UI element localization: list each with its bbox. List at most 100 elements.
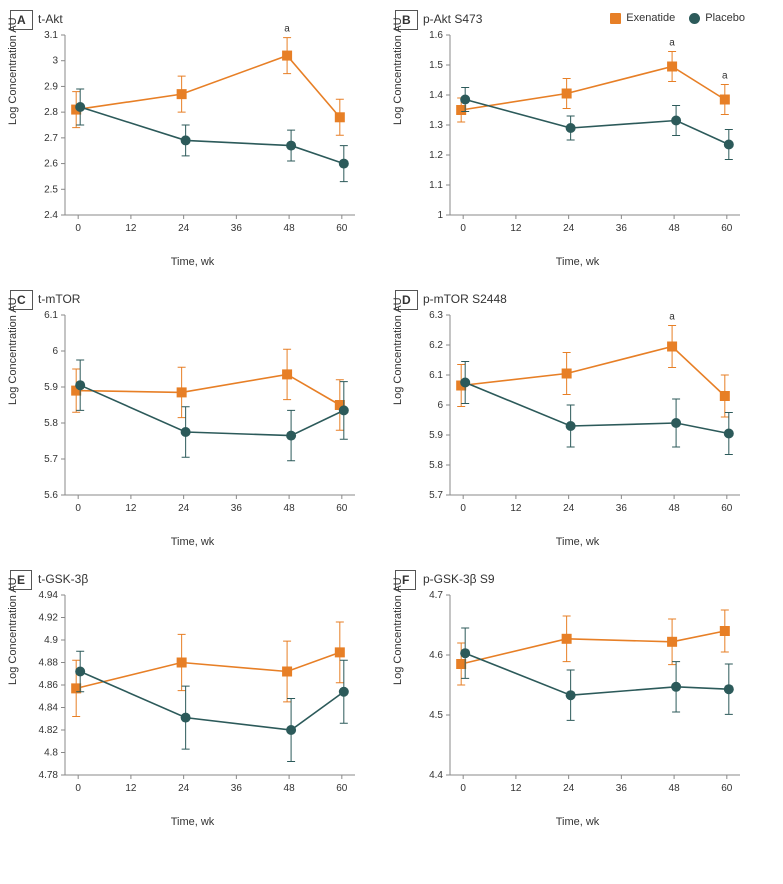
svg-text:5.9: 5.9 xyxy=(429,430,443,441)
svg-text:a: a xyxy=(722,71,728,82)
svg-text:0: 0 xyxy=(460,223,466,234)
svg-text:3: 3 xyxy=(52,56,58,67)
legend-placebo: Placebo xyxy=(689,12,745,24)
svg-text:5.8: 5.8 xyxy=(44,418,58,429)
square-icon xyxy=(610,13,621,24)
svg-text:5.7: 5.7 xyxy=(44,454,58,465)
svg-text:60: 60 xyxy=(721,223,733,234)
x-axis-label: Time, wk xyxy=(10,256,375,268)
svg-text:36: 36 xyxy=(616,783,628,794)
svg-text:6: 6 xyxy=(437,400,443,411)
figure-grid: At-AktLog Concentration AUTime, wk2.42.5… xyxy=(10,10,773,840)
panel-D: Dp-mTOR S2448Log Concentration AUTime, w… xyxy=(395,290,760,560)
svg-text:4.5: 4.5 xyxy=(429,710,443,721)
panel-title: p-Akt S473 xyxy=(423,12,482,26)
svg-text:4.7: 4.7 xyxy=(429,590,443,601)
svg-text:24: 24 xyxy=(178,503,190,514)
panel-E: Et-GSK-3βLog Concentration AUTime, wk4.7… xyxy=(10,570,375,840)
y-axis-label: Log Concentration AU xyxy=(7,297,19,405)
svg-text:1.2: 1.2 xyxy=(429,150,443,161)
svg-text:0: 0 xyxy=(460,503,466,514)
svg-text:36: 36 xyxy=(231,223,243,234)
svg-text:24: 24 xyxy=(563,503,575,514)
svg-text:6.1: 6.1 xyxy=(429,370,443,381)
svg-text:6.1: 6.1 xyxy=(44,310,58,321)
svg-text:60: 60 xyxy=(336,223,348,234)
svg-text:4.4: 4.4 xyxy=(429,770,443,781)
svg-text:6.2: 6.2 xyxy=(429,340,443,351)
circle-icon xyxy=(689,13,700,24)
panel-A: At-AktLog Concentration AUTime, wk2.42.5… xyxy=(10,10,375,280)
x-axis-label: Time, wk xyxy=(395,536,760,548)
svg-text:4.88: 4.88 xyxy=(39,658,59,669)
svg-text:2.4: 2.4 xyxy=(44,210,58,221)
svg-text:1.1: 1.1 xyxy=(429,180,443,191)
panel-title: p-mTOR S2448 xyxy=(423,292,507,306)
svg-text:4.94: 4.94 xyxy=(39,590,59,601)
svg-text:48: 48 xyxy=(284,783,296,794)
y-axis-label: Log Concentration AU xyxy=(7,577,19,685)
svg-text:36: 36 xyxy=(231,503,243,514)
panel-C: Ct-mTORLog Concentration AUTime, wk5.65.… xyxy=(10,290,375,560)
svg-text:2.9: 2.9 xyxy=(44,81,58,92)
svg-text:12: 12 xyxy=(510,783,522,794)
svg-text:4.8: 4.8 xyxy=(44,748,58,759)
svg-text:36: 36 xyxy=(231,783,243,794)
legend-exenatide: Exenatide xyxy=(610,12,675,24)
svg-text:6.3: 6.3 xyxy=(429,310,443,321)
svg-text:12: 12 xyxy=(125,503,137,514)
panel-F: Fp-GSK-3β S9Log Concentration AUTime, wk… xyxy=(395,570,760,840)
svg-text:5.7: 5.7 xyxy=(429,490,443,501)
svg-text:12: 12 xyxy=(510,223,522,234)
svg-text:48: 48 xyxy=(669,503,681,514)
svg-text:48: 48 xyxy=(669,783,681,794)
legend: Exenatide Placebo xyxy=(610,12,745,24)
svg-text:6: 6 xyxy=(52,346,58,357)
svg-text:5.9: 5.9 xyxy=(44,382,58,393)
svg-text:0: 0 xyxy=(75,783,81,794)
svg-text:a: a xyxy=(669,312,675,323)
svg-text:3.1: 3.1 xyxy=(44,30,58,41)
y-axis-label: Log Concentration AU xyxy=(392,297,404,405)
svg-text:36: 36 xyxy=(616,503,628,514)
svg-text:0: 0 xyxy=(460,783,466,794)
svg-text:4.78: 4.78 xyxy=(39,770,59,781)
svg-text:12: 12 xyxy=(125,223,137,234)
svg-text:1: 1 xyxy=(437,210,443,221)
svg-text:48: 48 xyxy=(669,223,681,234)
svg-text:24: 24 xyxy=(178,223,190,234)
panel-title: t-GSK-3β xyxy=(38,572,88,586)
svg-text:1.5: 1.5 xyxy=(429,60,443,71)
svg-text:48: 48 xyxy=(284,223,296,234)
svg-text:a: a xyxy=(669,38,675,49)
panel-title: t-Akt xyxy=(38,12,63,26)
panel-title: p-GSK-3β S9 xyxy=(423,572,495,586)
svg-text:2.8: 2.8 xyxy=(44,107,58,118)
svg-text:5.8: 5.8 xyxy=(429,460,443,471)
svg-text:4.86: 4.86 xyxy=(39,680,59,691)
svg-text:60: 60 xyxy=(336,783,348,794)
svg-text:0: 0 xyxy=(75,223,81,234)
svg-text:36: 36 xyxy=(616,223,628,234)
svg-text:48: 48 xyxy=(284,503,296,514)
svg-text:2.5: 2.5 xyxy=(44,184,58,195)
svg-text:60: 60 xyxy=(721,783,733,794)
x-axis-label: Time, wk xyxy=(10,536,375,548)
svg-text:4.9: 4.9 xyxy=(44,635,58,646)
svg-text:5.6: 5.6 xyxy=(44,490,58,501)
svg-text:4.6: 4.6 xyxy=(429,650,443,661)
x-axis-label: Time, wk xyxy=(395,256,760,268)
svg-text:0: 0 xyxy=(75,503,81,514)
panel-B: Exenatide Placebo Bp-Akt S473Log Concent… xyxy=(395,10,760,280)
svg-text:2.6: 2.6 xyxy=(44,159,58,170)
svg-text:2.7: 2.7 xyxy=(44,133,58,144)
legend-label: Placebo xyxy=(705,12,745,24)
svg-text:4.82: 4.82 xyxy=(39,725,59,736)
svg-text:a: a xyxy=(284,24,290,35)
panel-title: t-mTOR xyxy=(38,292,80,306)
x-axis-label: Time, wk xyxy=(395,816,760,828)
svg-text:1.3: 1.3 xyxy=(429,120,443,131)
svg-text:12: 12 xyxy=(510,503,522,514)
legend-label: Exenatide xyxy=(626,12,675,24)
svg-text:60: 60 xyxy=(336,503,348,514)
